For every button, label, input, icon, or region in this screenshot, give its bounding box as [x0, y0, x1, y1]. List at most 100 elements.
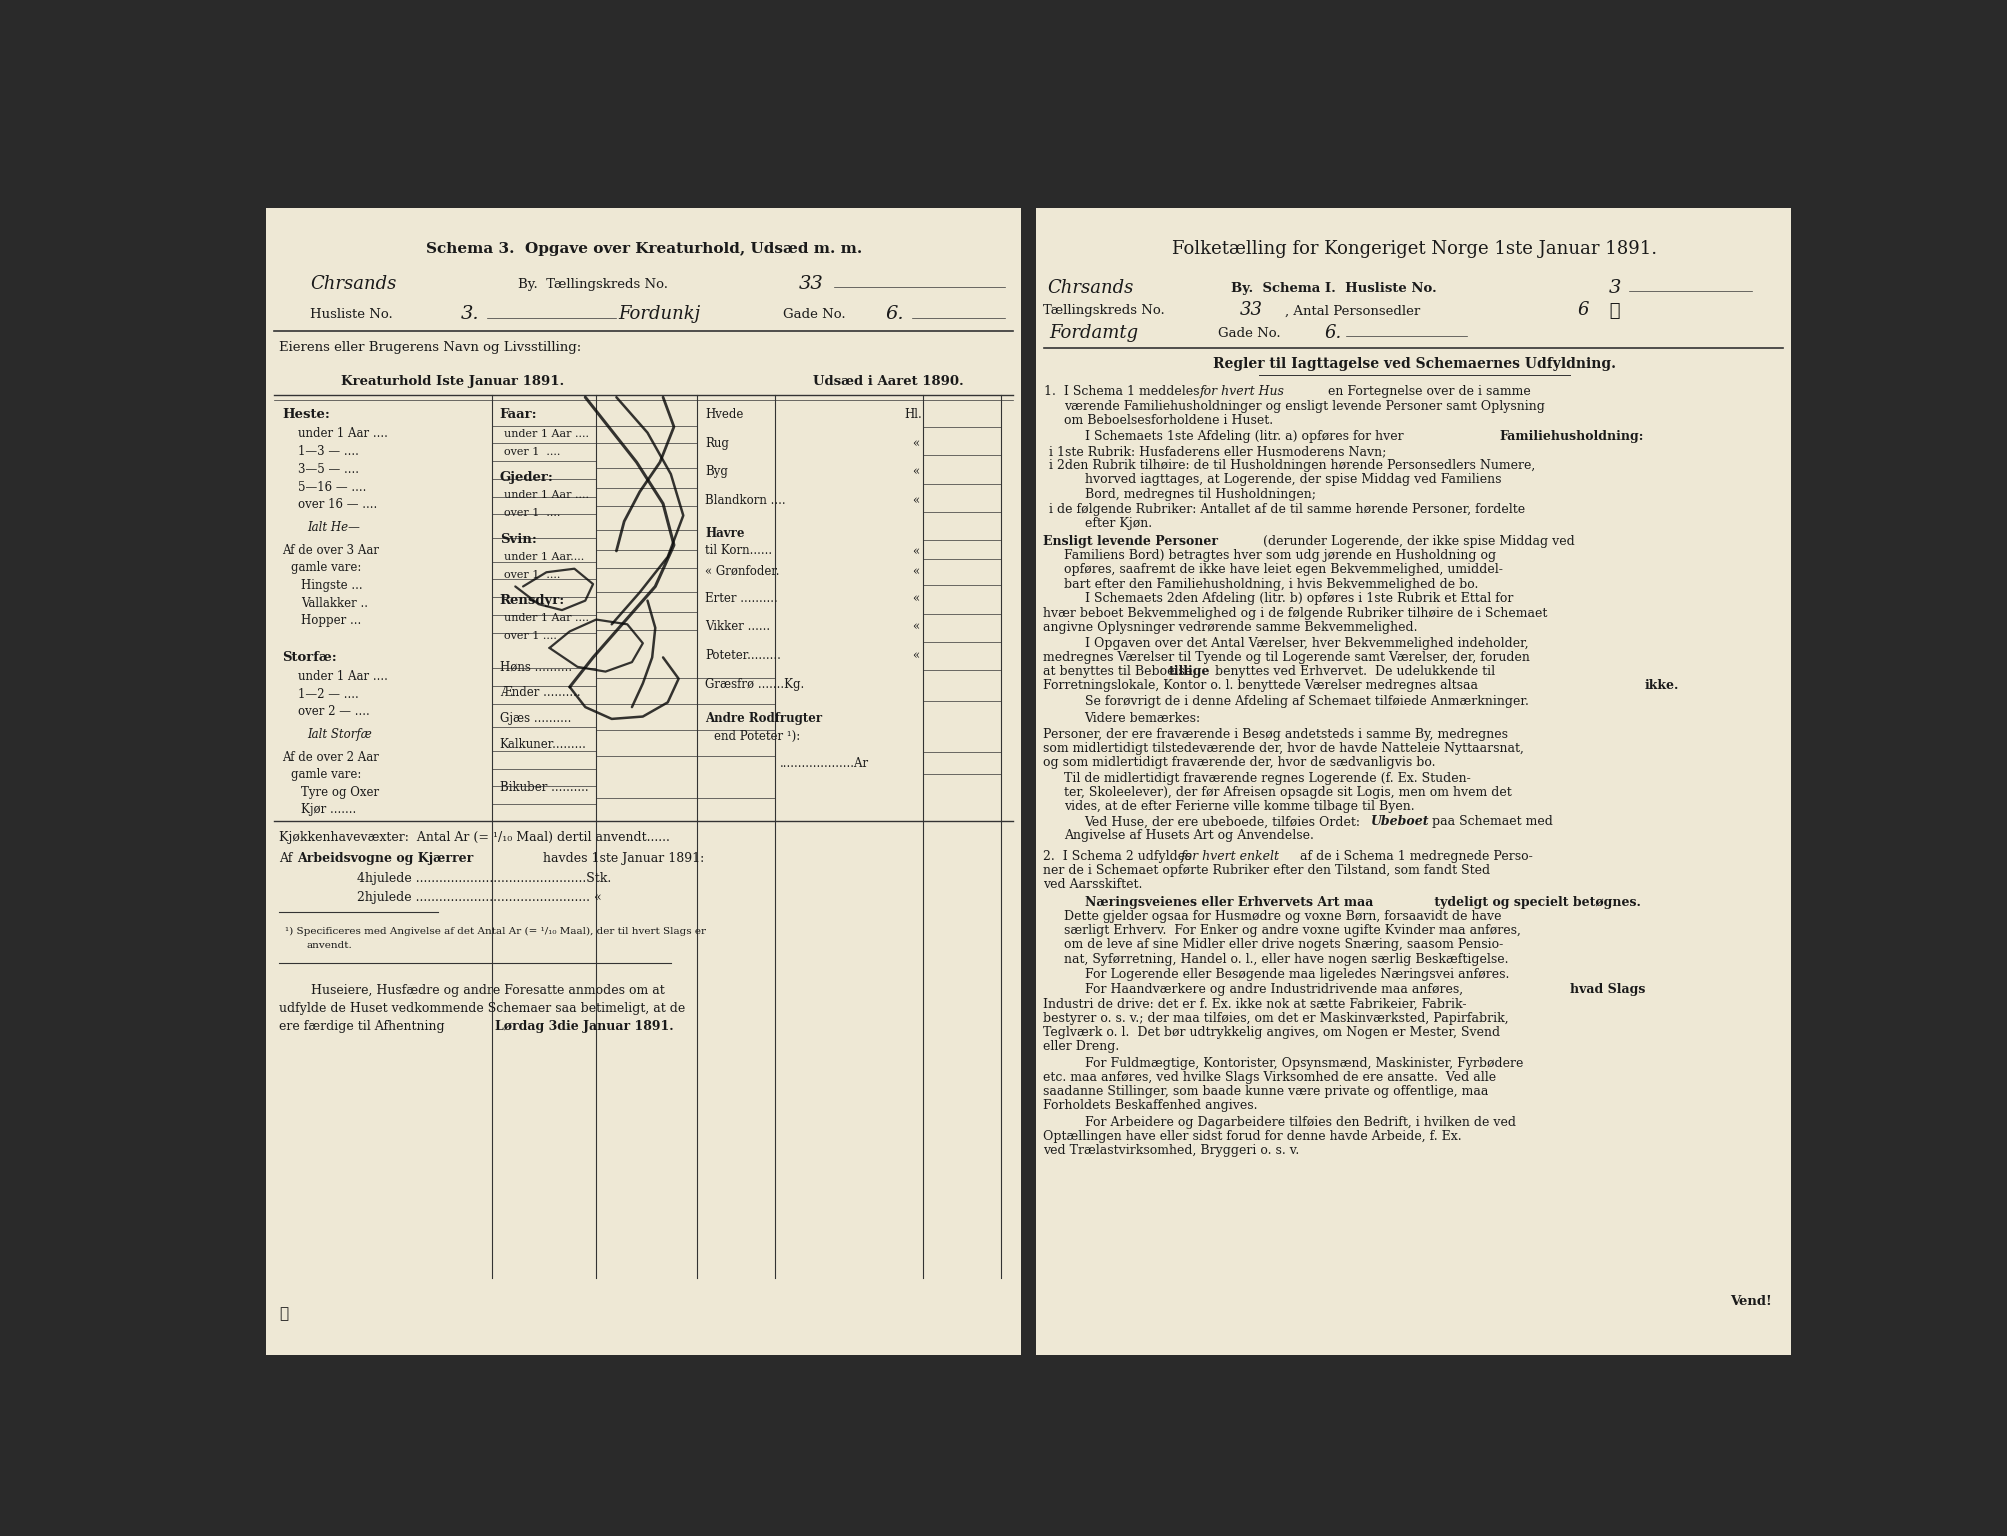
- Text: Angivelse af Husets Art og Anvendelse.: Angivelse af Husets Art og Anvendelse.: [1064, 829, 1315, 843]
- Text: vides, at de efter Ferierne ville komme tilbage til Byen.: vides, at de efter Ferierne ville komme …: [1064, 800, 1415, 813]
- Text: By.  Tællingskreds No.: By. Tællingskreds No.: [518, 278, 668, 292]
- Text: 2hjulede ............................................. «: 2hjulede ...............................…: [357, 891, 602, 905]
- Text: For Arbeidere og Dagarbeidere tilføies den Bedrift, i hvilken de ved: For Arbeidere og Dagarbeidere tilføies d…: [1084, 1115, 1515, 1129]
- Text: Hl.: Hl.: [903, 409, 921, 421]
- Text: Ensligt levende Personer: Ensligt levende Personer: [1042, 535, 1218, 548]
- Text: under 1 Aar....: under 1 Aar....: [504, 551, 584, 562]
- Text: Fordamtg: Fordamtg: [1050, 324, 1138, 343]
- Text: 1—3 — ....: 1—3 — ....: [297, 445, 359, 458]
- Text: Bord, medregnes til Husholdningen;: Bord, medregnes til Husholdningen;: [1084, 488, 1315, 501]
- Text: Hingste ...: Hingste ...: [301, 579, 363, 591]
- Text: 3.: 3.: [462, 306, 480, 324]
- Text: bart efter den Familiehusholdning, i hvis Bekvemmelighed de bo.: bart efter den Familiehusholdning, i hvi…: [1064, 578, 1479, 590]
- Text: Hvede: Hvede: [704, 409, 743, 421]
- Text: I Schemaets 1ste Afdeling (litr. a) opføres for hver: I Schemaets 1ste Afdeling (litr. a) opfø…: [1084, 430, 1407, 442]
- Text: Ubeboet: Ubeboet: [1371, 816, 1429, 828]
- Text: Til de midlertidigt fraværende regnes Logerende (f. Ex. Studen-: Til de midlertidigt fraværende regnes Lo…: [1064, 771, 1471, 785]
- Text: Gjæs ..........: Gjæs ..........: [500, 713, 572, 725]
- Text: etc. maa anføres, ved hvilke Slags Virksomhed de ere ansatte.  Ved alle: etc. maa anføres, ved hvilke Slags Virks…: [1042, 1071, 1495, 1084]
- Text: for hvert Hus: for hvert Hus: [1200, 386, 1284, 398]
- Text: Næringsveienes eller Erhvervets Art maa: Næringsveienes eller Erhvervets Art maa: [1084, 895, 1373, 909]
- Text: For Haandværkere og andre Industridrivende maa anføres,: For Haandværkere og andre Industridriven…: [1084, 983, 1467, 997]
- Text: Faar:: Faar:: [500, 409, 538, 421]
- Text: bestyrer o. s. v.; der maa tilføies, om det er Maskinværksted, Papirfabrik,: bestyrer o. s. v.; der maa tilføies, om …: [1042, 1012, 1507, 1025]
- Text: Tyre og Oxer: Tyre og Oxer: [301, 786, 379, 799]
- Text: 1—2 — ....: 1—2 — ....: [297, 688, 359, 700]
- Text: benyttes ved Erhvervet.  De udelukkende til: benyttes ved Erhvervet. De udelukkende t…: [1210, 665, 1495, 677]
- Text: Gade No.: Gade No.: [1218, 327, 1280, 339]
- Text: saadanne Stillinger, som baade kunne være private og offentlige, maa: saadanne Stillinger, som baade kunne vær…: [1042, 1084, 1487, 1098]
- Text: Forholdets Beskaffenhed angives.: Forholdets Beskaffenhed angives.: [1042, 1100, 1256, 1112]
- Text: Kjøkkenhavevæxter:  Antal Ar (= ¹/₁₀ Maal) dertil anvendt......: Kjøkkenhavevæxter: Antal Ar (= ¹/₁₀ Maal…: [279, 831, 670, 843]
- Text: Græsfrø .......Kg.: Græsfrø .......Kg.: [704, 677, 805, 691]
- FancyBboxPatch shape: [267, 207, 1022, 1355]
- Text: 3—5 — ....: 3—5 — ....: [297, 462, 359, 476]
- Text: ikke.: ikke.: [1644, 679, 1680, 693]
- Text: Heste:: Heste:: [281, 409, 329, 421]
- Text: opføres, saafremt de ikke have leiet egen Bekvemmelighed, umiddel-: opføres, saafremt de ikke have leiet ege…: [1064, 564, 1503, 576]
- Text: Erter ..........: Erter ..........: [704, 591, 779, 605]
- Text: Vikker ......: Vikker ......: [704, 621, 771, 633]
- Text: Forretningslokale, Kontor o. l. benyttede Værelser medregnes altsaa: Forretningslokale, Kontor o. l. benytted…: [1042, 679, 1481, 693]
- Text: og som midlertidigt fraværende der, hvor de sædvanligvis bo.: og som midlertidigt fraværende der, hvor…: [1042, 756, 1435, 770]
- Text: , Antal Personsedler: , Antal Personsedler: [1284, 304, 1421, 318]
- Text: ....................Ar: ....................Ar: [779, 757, 869, 771]
- Text: I Schemaets 2den Afdeling (litr. b) opføres i 1ste Rubrik et Ettal for: I Schemaets 2den Afdeling (litr. b) opfø…: [1084, 591, 1513, 605]
- Text: «: «: [911, 648, 919, 662]
- Text: om Beboelsesforholdene i Huset.: om Beboelsesforholdene i Huset.: [1064, 415, 1274, 427]
- Text: Tællingskreds No.: Tællingskreds No.: [1042, 304, 1164, 318]
- Text: ✔: ✔: [279, 1307, 287, 1321]
- Text: hvær beboet Bekvemmelighed og i de følgende Rubriker tilhøire de i Schemaet: hvær beboet Bekvemmelighed og i de følge…: [1042, 607, 1547, 621]
- Text: Se forøvrigt de i denne Afdeling af Schemaet tilføiede Anmærkninger.: Se forøvrigt de i denne Afdeling af Sche…: [1084, 694, 1529, 708]
- Text: 1.  I Schema 1 meddeles: 1. I Schema 1 meddeles: [1044, 386, 1204, 398]
- Text: Af de over 3 Aar: Af de over 3 Aar: [281, 544, 379, 558]
- Text: Ved Huse, der ere ubeboede, tilføies Ordet:: Ved Huse, der ere ubeboede, tilføies Ord…: [1084, 816, 1365, 828]
- Text: ner de i Schemaet opførte Rubriker efter den Tilstand, som fandt Sted: ner de i Schemaet opførte Rubriker efter…: [1042, 863, 1489, 877]
- Text: Chrsands: Chrsands: [309, 275, 395, 293]
- Text: under 1 Aar ....: under 1 Aar ....: [297, 670, 387, 684]
- Text: Familiens Bord) betragtes hver som udg jørende en Husholdning og: Familiens Bord) betragtes hver som udg j…: [1064, 550, 1497, 562]
- Text: « Grønfoder.: « Grønfoder.: [704, 565, 779, 578]
- Text: under 1 Aar ....: under 1 Aar ....: [504, 429, 590, 439]
- Text: gamle vare:: gamle vare:: [291, 768, 361, 780]
- Text: 5—16 — ....: 5—16 — ....: [297, 481, 365, 493]
- Text: «: «: [911, 621, 919, 633]
- Text: Gade No.: Gade No.: [783, 307, 845, 321]
- FancyBboxPatch shape: [1036, 207, 1790, 1355]
- Text: For Logerende eller Besøgende maa ligeledes Næringsvei anføres.: For Logerende eller Besøgende maa ligele…: [1084, 968, 1509, 982]
- Text: 6: 6: [1578, 301, 1590, 318]
- Text: Kalkuner.........: Kalkuner.........: [500, 739, 586, 751]
- Text: Svin:: Svin:: [500, 533, 536, 545]
- Text: under 1 Aar ....: under 1 Aar ....: [297, 427, 387, 441]
- Text: at benyttes til Beboelse,: at benyttes til Beboelse,: [1042, 665, 1200, 677]
- Text: gamle vare:: gamle vare:: [291, 561, 361, 574]
- Text: Udsæd i Aaret 1890.: Udsæd i Aaret 1890.: [813, 375, 963, 389]
- Text: over 1 ....: over 1 ....: [504, 631, 558, 641]
- Text: anvendt.: anvendt.: [307, 942, 353, 951]
- Text: Teglværk o. l.  Det bør udtrykkelig angives, om Nogen er Mester, Svend: Teglværk o. l. Det bør udtrykkelig angiv…: [1042, 1026, 1499, 1038]
- Text: (derunder Logerende, der ikke spise Middag ved: (derunder Logerende, der ikke spise Midd…: [1258, 535, 1575, 548]
- Text: over 1  ....: over 1 ....: [504, 508, 560, 518]
- Text: 33: 33: [799, 275, 823, 293]
- Text: som midlertidigt tilstedeværende der, hvor de havde Natteleie Nyttaarsnat,: som midlertidigt tilstedeværende der, hv…: [1042, 742, 1523, 756]
- Text: eller Dreng.: eller Dreng.: [1042, 1040, 1118, 1054]
- Text: Havre: Havre: [704, 527, 745, 539]
- Text: Ialt Storfæ: Ialt Storfæ: [307, 728, 371, 740]
- Text: Poteter.........: Poteter.........: [704, 648, 781, 662]
- Text: Husliste No.: Husliste No.: [309, 307, 393, 321]
- Text: «: «: [911, 591, 919, 605]
- Text: under 1 Aar ....: under 1 Aar ....: [504, 613, 590, 624]
- Text: værende Familiehusholdninger og ensligt levende Personer samt Oplysning: værende Familiehusholdninger og ensligt …: [1064, 401, 1545, 413]
- Text: nat, Syførretning, Handel o. l., eller have nogen særlig Beskæftigelse.: nat, Syførretning, Handel o. l., eller h…: [1064, 952, 1509, 966]
- Text: udfylde de Huset vedkommende Schemaer saa betimeligt, at de: udfylde de Huset vedkommende Schemaer sa…: [279, 1001, 684, 1015]
- Text: ter, Skoleelever), der før Afreisen opsagde sit Logis, men om hvem det: ter, Skoleelever), der før Afreisen opsa…: [1064, 786, 1511, 799]
- Text: Fordunkj: Fordunkj: [618, 306, 700, 324]
- Text: over 1  ....: over 1 ....: [504, 447, 560, 456]
- Text: Kjør .......: Kjør .......: [301, 803, 355, 817]
- Text: Vallakker ..: Vallakker ..: [301, 596, 367, 610]
- Text: Bikuber ..........: Bikuber ..........: [500, 780, 588, 794]
- Text: efter Kjøn.: efter Kjøn.: [1084, 518, 1152, 530]
- Text: i 1ste Rubrik: Husfaderens eller Husmoderens Navn;: i 1ste Rubrik: Husfaderens eller Husmode…: [1050, 445, 1387, 458]
- Text: særligt Erhverv.  For Enker og andre voxne ugifte Kvinder maa anføres,: særligt Erhverv. For Enker og andre voxn…: [1064, 925, 1521, 937]
- Text: Af de over 2 Aar: Af de over 2 Aar: [281, 751, 379, 765]
